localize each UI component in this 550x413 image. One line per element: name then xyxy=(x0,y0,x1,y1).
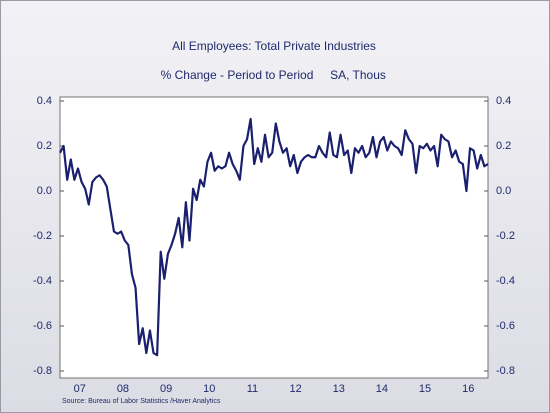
y2-tick-label: -0.4 xyxy=(496,275,515,287)
chart-subtitle-units: SA, Thous xyxy=(330,68,386,82)
x-tick-label: 07 xyxy=(74,383,86,395)
x-tick-label: 15 xyxy=(419,383,431,395)
y2-tick-label: 0.4 xyxy=(496,95,511,107)
y-tick-label: -0.2 xyxy=(33,230,52,242)
y-tick-label: 0.2 xyxy=(37,140,52,152)
y2-tick-label: -0.6 xyxy=(496,320,515,332)
chart-title: All Employees: Total Private Industries xyxy=(172,39,376,53)
y-tick-label: 0.0 xyxy=(37,185,52,197)
x-tick-label: 11 xyxy=(247,383,258,395)
y-tick-label: 0.4 xyxy=(37,95,52,107)
x-tick-label: 08 xyxy=(117,383,129,395)
x-tick-label: 09 xyxy=(160,383,172,395)
y-tick-label: -0.4 xyxy=(33,275,52,287)
x-tick-label: 12 xyxy=(289,383,301,395)
x-tick-label: 10 xyxy=(203,383,215,395)
y-tick-label: -0.6 xyxy=(33,320,52,332)
x-tick-label: 14 xyxy=(376,383,388,395)
y2-tick-label: 0.0 xyxy=(496,185,511,197)
x-tick-label: 13 xyxy=(333,383,345,395)
source-note: Source: Bureau of Labor Statistics /Have… xyxy=(62,398,221,405)
y-tick-label: -0.8 xyxy=(33,365,52,377)
y2-tick-label: -0.2 xyxy=(496,230,515,242)
data-line xyxy=(59,117,489,357)
y2-tick-label: 0.2 xyxy=(496,140,511,152)
x-tick-label: 16 xyxy=(462,383,474,395)
y2-tick-label: -0.8 xyxy=(496,365,515,377)
chart-subtitle: % Change - Period to Period xyxy=(161,68,314,82)
